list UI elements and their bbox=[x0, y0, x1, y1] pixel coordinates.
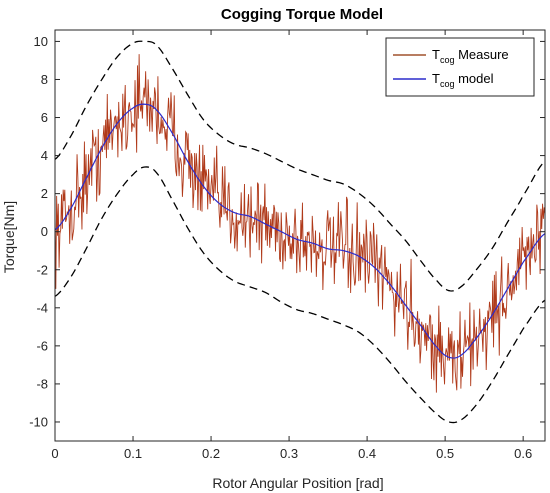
x-tick-label: 0.3 bbox=[280, 446, 298, 461]
lower-band-line bbox=[55, 166, 545, 424]
upper-band-line bbox=[55, 40, 545, 292]
y-axis-title: Torque[Nm] bbox=[1, 201, 17, 273]
y-tick-label: -4 bbox=[36, 300, 48, 315]
x-axis-title: Rotor Angular Position [rad] bbox=[212, 475, 383, 491]
model-series-line bbox=[55, 103, 545, 359]
y-tick-label: -10 bbox=[29, 414, 48, 429]
plot-background bbox=[55, 30, 545, 441]
y-tick-label: 2 bbox=[41, 186, 48, 201]
x-tick-label: 0 bbox=[51, 446, 58, 461]
x-tick-label: 0.4 bbox=[358, 446, 376, 461]
x-tick-label: 0.5 bbox=[436, 446, 454, 461]
plot-area bbox=[54, 29, 546, 442]
y-axis-ticks: -10 -8 -6 -4 -2 0 2 4 6 8 10 bbox=[29, 34, 545, 429]
legend-box bbox=[385, 37, 535, 97]
y-tick-label: 0 bbox=[41, 224, 48, 239]
legend-label: Tcog Measure bbox=[432, 47, 509, 65]
y-tick-label: -6 bbox=[36, 338, 48, 353]
y-tick-label: 8 bbox=[41, 72, 48, 87]
y-tick-label: 4 bbox=[41, 148, 48, 163]
legend: Tcog Measure Tcog model bbox=[385, 37, 535, 97]
x-tick-label: 0.1 bbox=[124, 446, 142, 461]
y-tick-label: -8 bbox=[36, 376, 48, 391]
y-tick-label: 10 bbox=[34, 34, 48, 49]
y-tick-label: 6 bbox=[41, 110, 48, 125]
x-axis-ticks: 0 0.1 0.2 0.3 0.4 0.5 0.6 bbox=[51, 30, 532, 461]
chart-title: Cogging Torque Model bbox=[221, 6, 383, 23]
plot-frame bbox=[54, 29, 546, 442]
legend-label: Tcog model bbox=[432, 71, 494, 89]
y-tick-label: -2 bbox=[36, 262, 48, 277]
x-tick-label: 0.2 bbox=[202, 446, 220, 461]
x-tick-label: 0.6 bbox=[514, 446, 532, 461]
